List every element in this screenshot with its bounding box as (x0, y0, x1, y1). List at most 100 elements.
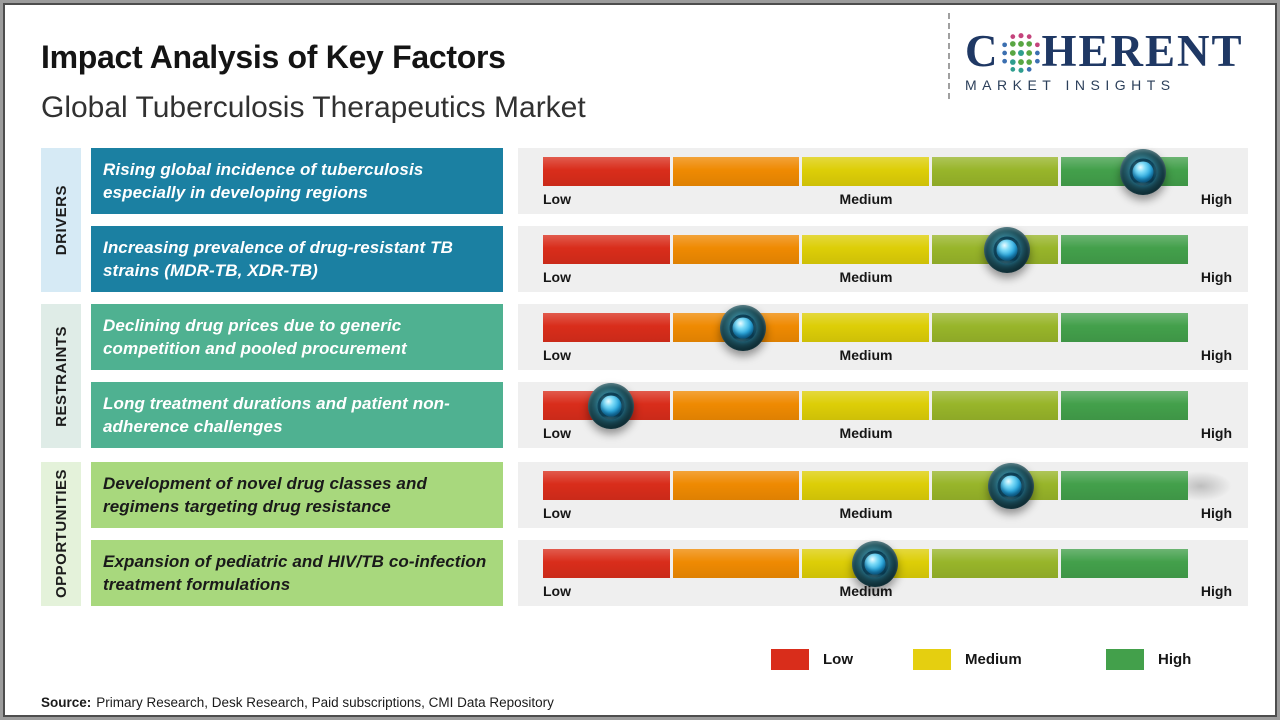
legend-item-medium: Medium (913, 649, 1022, 670)
legend-label-low: Low (823, 651, 853, 668)
scale-label-high: High (1200, 191, 1232, 207)
scale-label-high: High (1200, 505, 1232, 521)
scale-labels: Low Medium High (543, 425, 1232, 443)
source-prefix: Source: (41, 695, 92, 710)
scale-segment-orange (672, 391, 800, 420)
scale-label-low: Low (543, 425, 571, 441)
scale-label-high: High (1200, 347, 1232, 363)
impact-scale-panel: Low Medium High (518, 148, 1248, 214)
impact-marker-core (997, 472, 1025, 499)
brand-letter-c: C (965, 26, 1000, 76)
page-title: Impact Analysis of Key Factors (41, 39, 506, 75)
impact-marker (987, 462, 1034, 509)
factor-card: Rising global incidence of tuberculosis … (91, 148, 503, 214)
scale-segment-green (1061, 549, 1188, 578)
scale-segment-red (543, 235, 670, 264)
impact-marker (984, 226, 1031, 273)
scale-segment-yellow (802, 313, 929, 342)
factor-text: Increasing prevalence of drug-resistant … (103, 237, 453, 280)
scale-label-high: High (1200, 425, 1232, 441)
legend-swatch-medium (913, 649, 951, 670)
legend-label-high: High (1158, 651, 1192, 668)
scale-label-high: High (1200, 269, 1232, 285)
scale-segment-yellow (802, 471, 929, 500)
scale-labels: Low Medium High (543, 505, 1232, 523)
scale-segment-green (1061, 391, 1188, 420)
factor-text: Long treatment durations and patient non… (103, 393, 450, 436)
scale-label-low: Low (543, 191, 571, 207)
factor-text: Development of novel drug classes and re… (103, 473, 427, 516)
scale-label-medium: Medium (839, 425, 893, 441)
legend-label-medium: Medium (965, 651, 1022, 668)
impact-scale-panel: Low Medium High (518, 540, 1248, 606)
scale-label-low: Low (543, 347, 571, 363)
scale-labels: Low Medium High (543, 191, 1232, 209)
impact-scale-bar (543, 148, 1188, 195)
impact-scale-bar (543, 540, 1188, 587)
scale-segment-yellowgreen (931, 313, 1059, 342)
scale-label-low: Low (543, 583, 571, 599)
category-strip-restraints: RESTRAINTS (41, 304, 81, 448)
brand-wordmark: C HERENT (965, 29, 1265, 74)
scale-label-medium: Medium (839, 347, 893, 363)
impact-row: Expansion of pediatric and HIV/TB co-inf… (3, 540, 1277, 606)
impact-scale-panel: Low Medium High (518, 226, 1248, 292)
factor-card: Expansion of pediatric and HIV/TB co-inf… (91, 540, 503, 606)
impact-marker-core (993, 236, 1021, 263)
legend-item-high: High (1106, 649, 1191, 670)
impact-scale-bar (543, 226, 1188, 273)
impact-marker-core (861, 550, 889, 577)
page-subtitle: Global Tuberculosis Therapeutics Market (41, 91, 586, 124)
impact-row: Rising global incidence of tuberculosis … (3, 148, 1277, 214)
impact-scale-bar (543, 462, 1188, 509)
scale-labels: Low Medium High (543, 347, 1232, 365)
impact-marker-core (1129, 158, 1157, 185)
scale-segment-orange (672, 471, 800, 500)
factor-text: Expansion of pediatric and HIV/TB co-inf… (103, 551, 487, 594)
category-strip-drivers: DRIVERS (41, 148, 81, 292)
scale-segment-red (543, 549, 670, 578)
scale-segment-yellow (802, 391, 929, 420)
legend-swatch-low (771, 649, 809, 670)
legend-swatch-high (1106, 649, 1144, 670)
impact-row: Declining drug prices due to generic com… (3, 304, 1277, 370)
scale-segment-yellow (802, 157, 929, 186)
factor-card: Increasing prevalence of drug-resistant … (91, 226, 503, 292)
impact-row: Long treatment durations and patient non… (3, 382, 1277, 448)
shadow-artifact (1180, 471, 1232, 501)
scale-segment-red (543, 471, 670, 500)
factor-card: Long treatment durations and patient non… (91, 382, 503, 448)
scale-segment-yellow (802, 235, 929, 264)
category-strip-opportunities: OPPORTUNITIES (41, 462, 81, 606)
brand-logo: C HERENT MARKET INSIGHTS (965, 29, 1265, 94)
scale-segment-orange (672, 157, 800, 186)
scale-label-high: High (1200, 583, 1232, 599)
impact-row: Increasing prevalence of drug-resistant … (3, 226, 1277, 292)
scale-labels: Low Medium High (543, 583, 1232, 601)
impact-marker-core (597, 392, 625, 419)
impact-marker-core (729, 314, 757, 341)
factor-text: Rising global incidence of tuberculosis … (103, 159, 424, 202)
impact-scale-bar (543, 382, 1188, 429)
scale-label-medium: Medium (839, 191, 893, 207)
impact-row: Development of novel drug classes and re… (3, 462, 1277, 528)
scale-segment-yellowgreen (931, 157, 1059, 186)
source-text: Primary Research, Desk Research, Paid su… (96, 695, 554, 710)
scale-label-low: Low (543, 505, 571, 521)
factor-card: Development of novel drug classes and re… (91, 462, 503, 528)
scale-segment-orange (672, 235, 800, 264)
impact-marker (587, 382, 634, 429)
factor-card: Declining drug prices due to generic com… (91, 304, 503, 370)
brand-tagline: MARKET INSIGHTS (965, 77, 1176, 93)
scale-segment-orange (672, 549, 800, 578)
impact-marker (1119, 148, 1166, 195)
impact-scale-panel: Low Medium High (518, 462, 1248, 528)
factor-text: Declining drug prices due to generic com… (103, 315, 407, 358)
impact-marker (719, 304, 766, 351)
scale-label-medium: Medium (839, 583, 893, 599)
scale-segment-red (543, 157, 670, 186)
scale-labels: Low Medium High (543, 269, 1232, 287)
scale-segment-green (1061, 235, 1188, 264)
globe-dots-icon (1001, 32, 1040, 73)
